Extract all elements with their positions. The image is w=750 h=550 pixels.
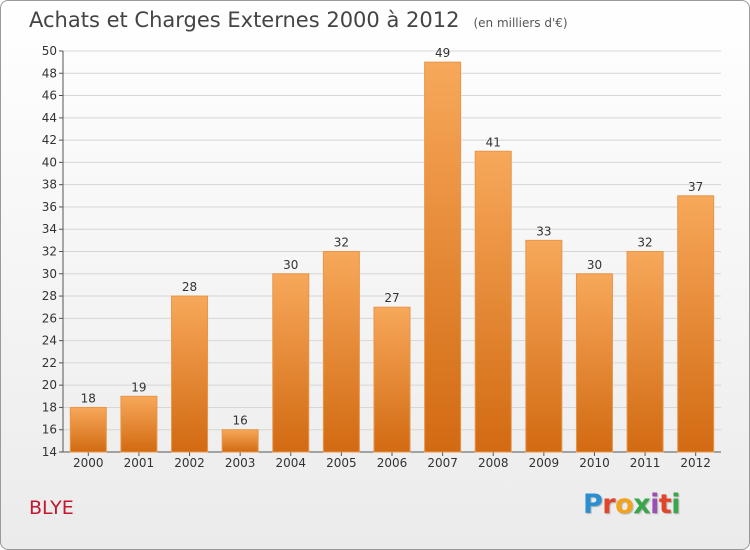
x-tick-label: 2008 (478, 456, 509, 470)
y-tick-label: 48 (42, 66, 57, 80)
bar (373, 306, 411, 453)
x-tick-label: 2006 (377, 456, 408, 470)
x-tick-label: 2005 (326, 456, 357, 470)
bar (575, 273, 613, 453)
y-tick-label: 24 (42, 334, 57, 348)
bar-value-label: 18 (81, 391, 96, 405)
bar-value-label: 19 (131, 380, 146, 394)
y-tick-label: 34 (42, 222, 57, 236)
x-tick-label: 2001 (124, 456, 155, 470)
x-tick-label: 2004 (275, 456, 306, 470)
y-tick-label: 50 (42, 44, 57, 58)
bar-value-label: 27 (384, 291, 399, 305)
bar (626, 251, 664, 453)
logo-letter: x (633, 489, 651, 520)
bar-value-label: 49 (435, 46, 450, 60)
y-tick-label: 42 (42, 133, 57, 147)
location-label: BLYE (29, 497, 74, 519)
bar-value-label: 37 (688, 180, 703, 194)
logo-letter: i (671, 489, 681, 520)
bar-value-label: 28 (182, 280, 197, 294)
y-tick-label: 26 (42, 311, 57, 325)
bar-value-label: 30 (283, 258, 298, 272)
bar-value-label: 33 (536, 224, 551, 238)
proxiti-logo: Proxiti (583, 489, 681, 520)
x-tick-label: 2000 (73, 456, 104, 470)
bar (322, 251, 360, 453)
logo-letter: r (602, 489, 616, 520)
y-tick-label: 36 (42, 200, 57, 214)
y-tick-label: 14 (42, 445, 57, 459)
bars (69, 61, 715, 453)
bar-value-label: 30 (587, 258, 602, 272)
y-tick-label: 22 (42, 356, 57, 370)
y-tick-label: 46 (42, 89, 57, 103)
logo-letter: o (615, 489, 634, 520)
bar (171, 295, 209, 453)
y-tick-label: 28 (42, 289, 57, 303)
x-tick-label: 2009 (529, 456, 560, 470)
x-tick-label: 2010 (579, 456, 610, 470)
bar (474, 150, 512, 453)
logo-letter: i (650, 489, 659, 520)
y-tick-label: 18 (42, 400, 57, 414)
x-tick-label: 2003 (225, 456, 256, 470)
bar-value-label: 32 (334, 236, 349, 250)
bar-value-label: 41 (486, 135, 501, 149)
bar (677, 195, 715, 453)
labels: 14 16 18 20 22 24 26 28 30 32 34 36 38 40 42 44 46 48 50 18… (42, 44, 711, 470)
bar (424, 61, 462, 453)
x-tick-label: 2002 (174, 456, 205, 470)
y-tick-label: 16 (42, 423, 57, 437)
bar (120, 395, 158, 453)
x-tick-label: 2007 (427, 456, 458, 470)
chart-subtitle: (en milliers d'€) (473, 16, 568, 30)
logo-letter: P (583, 489, 603, 520)
bar-value-label: 16 (233, 414, 248, 428)
y-tick-label: 38 (42, 178, 57, 192)
bar (272, 273, 310, 453)
bar (525, 239, 563, 453)
bar-value-label: 32 (637, 236, 652, 250)
x-tick-label: 2012 (680, 456, 711, 470)
y-tick-label: 32 (42, 245, 57, 259)
chart-title: Achats et Charges Externes 2000 à 2012 (29, 8, 460, 32)
logo-letter: t (658, 489, 672, 520)
x-tick-label: 2011 (630, 456, 661, 470)
y-tick-label: 40 (42, 155, 57, 169)
y-tick-label: 44 (42, 111, 57, 125)
bar (221, 429, 259, 453)
bar (69, 406, 107, 453)
chart-title-row: Achats et Charges Externes 2000 à 2012 (e… (29, 8, 568, 32)
y-tick-label: 30 (42, 267, 57, 281)
y-tick-label: 20 (42, 378, 57, 392)
